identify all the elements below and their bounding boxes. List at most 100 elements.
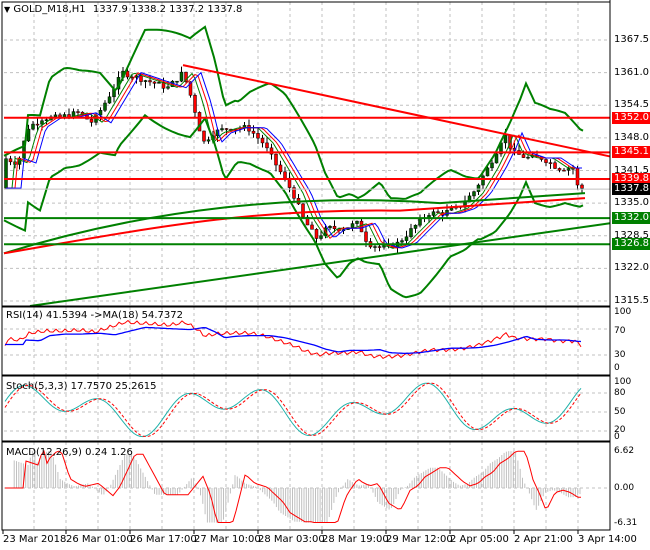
candle bbox=[503, 134, 508, 144]
candle bbox=[301, 203, 305, 218]
candle bbox=[269, 147, 274, 155]
candle bbox=[553, 162, 557, 169]
candle bbox=[400, 240, 404, 243]
time-tick: 2 Apr 05:00 bbox=[450, 534, 509, 545]
long-ma-red bbox=[3, 197, 586, 255]
rsi-line bbox=[4, 319, 582, 360]
price-tick: 1361.0 bbox=[614, 66, 649, 78]
candle bbox=[206, 139, 211, 142]
candle bbox=[157, 82, 161, 84]
candle bbox=[449, 207, 454, 211]
candle bbox=[256, 133, 260, 139]
candle bbox=[436, 211, 440, 213]
candle bbox=[265, 142, 269, 149]
candle bbox=[278, 164, 283, 173]
candle bbox=[148, 80, 152, 83]
price-tag-1337.8: 1337.8 bbox=[612, 183, 650, 196]
time-tick: 26 Mar 01:00 bbox=[66, 534, 133, 545]
price-tick: 1335.0 bbox=[614, 197, 649, 209]
candle bbox=[139, 75, 143, 82]
indicator-tick: -6.31 bbox=[614, 518, 638, 528]
symbol-label: GOLD_M18,H1 bbox=[13, 4, 86, 15]
indicator-tick: 30 bbox=[614, 350, 626, 360]
candle bbox=[409, 228, 413, 238]
candle bbox=[8, 158, 13, 163]
price-tag-1332.0: 1332.0 bbox=[612, 212, 650, 225]
rsi-ma-line bbox=[5, 326, 582, 355]
descending-trendline bbox=[182, 64, 611, 158]
chart-header: ▼ GOLD_M18,H1 1337.9 1338.2 1337.2 1337.… bbox=[4, 4, 242, 16]
candle bbox=[332, 225, 337, 229]
candle bbox=[575, 167, 580, 186]
price-tick: 1367.5 bbox=[614, 34, 649, 45]
candle bbox=[481, 175, 485, 186]
candle bbox=[184, 71, 188, 82]
candle bbox=[418, 218, 422, 226]
ohlc-values: 1337.9 1338.2 1337.2 1337.8 bbox=[92, 4, 243, 15]
time-tick: 2 Apr 21:00 bbox=[514, 534, 573, 545]
candle bbox=[494, 153, 499, 164]
price-tick: 1322.0 bbox=[614, 262, 649, 274]
candle bbox=[274, 153, 278, 166]
candle bbox=[143, 80, 148, 82]
candle bbox=[548, 162, 553, 164]
indicator-tick: 100 bbox=[614, 377, 632, 387]
candle bbox=[175, 80, 179, 83]
candle bbox=[103, 102, 107, 111]
candle bbox=[89, 118, 94, 123]
candle bbox=[557, 168, 562, 171]
price-tag-1352.0: 1352.0 bbox=[612, 111, 650, 124]
price-tag-1345.1: 1345.1 bbox=[612, 146, 650, 159]
candle bbox=[490, 162, 494, 169]
indicator-tick: 70 bbox=[614, 326, 626, 336]
candle bbox=[373, 246, 377, 248]
stoch-main-line bbox=[4, 382, 582, 438]
candle bbox=[40, 120, 44, 125]
candle bbox=[476, 184, 481, 192]
candle bbox=[413, 224, 418, 229]
candle bbox=[202, 130, 206, 142]
indicator-tick: 6.62 bbox=[614, 446, 635, 456]
candle bbox=[98, 110, 103, 116]
candle bbox=[76, 111, 80, 113]
candle bbox=[355, 220, 359, 224]
candle bbox=[179, 71, 184, 82]
candle bbox=[4, 158, 8, 189]
candle bbox=[580, 184, 584, 189]
candle bbox=[328, 225, 332, 229]
time-tick: 26 Mar 17:00 bbox=[130, 534, 197, 545]
bollinger-band bbox=[3, 25, 584, 200]
time-tick: 29 Mar 12:00 bbox=[386, 534, 453, 545]
candle bbox=[566, 168, 571, 171]
candle bbox=[310, 224, 314, 230]
price-tag-1326.8: 1326.8 bbox=[612, 238, 650, 251]
price-tag-1339.8: 1339.8 bbox=[612, 173, 650, 186]
collapse-arrow-icon[interactable]: ▼ bbox=[4, 5, 11, 14]
moving-average-line bbox=[6, 72, 582, 249]
candle bbox=[125, 70, 130, 78]
time-tick: 27 Mar 10:00 bbox=[194, 534, 261, 545]
indicator-tick: 50 bbox=[614, 407, 626, 417]
candle bbox=[364, 231, 368, 242]
price-tick: 1328.5 bbox=[614, 229, 649, 241]
candle bbox=[283, 171, 287, 179]
moving-average-line bbox=[6, 72, 582, 249]
candle bbox=[485, 167, 490, 177]
candle bbox=[260, 137, 265, 144]
candle bbox=[193, 95, 197, 113]
candle bbox=[292, 187, 296, 199]
candle bbox=[62, 114, 67, 118]
candle bbox=[152, 81, 157, 84]
time-tick: 3 Apr 14:00 bbox=[578, 534, 637, 545]
candle bbox=[220, 128, 224, 131]
time-tick: 28 Mar 19:00 bbox=[322, 534, 389, 545]
candle bbox=[544, 159, 548, 163]
candle bbox=[305, 216, 310, 226]
candle bbox=[224, 128, 229, 130]
candle bbox=[251, 130, 256, 134]
macd-signal-line bbox=[5, 450, 581, 523]
candle bbox=[521, 154, 526, 158]
candle bbox=[319, 235, 323, 239]
candle bbox=[404, 236, 409, 241]
